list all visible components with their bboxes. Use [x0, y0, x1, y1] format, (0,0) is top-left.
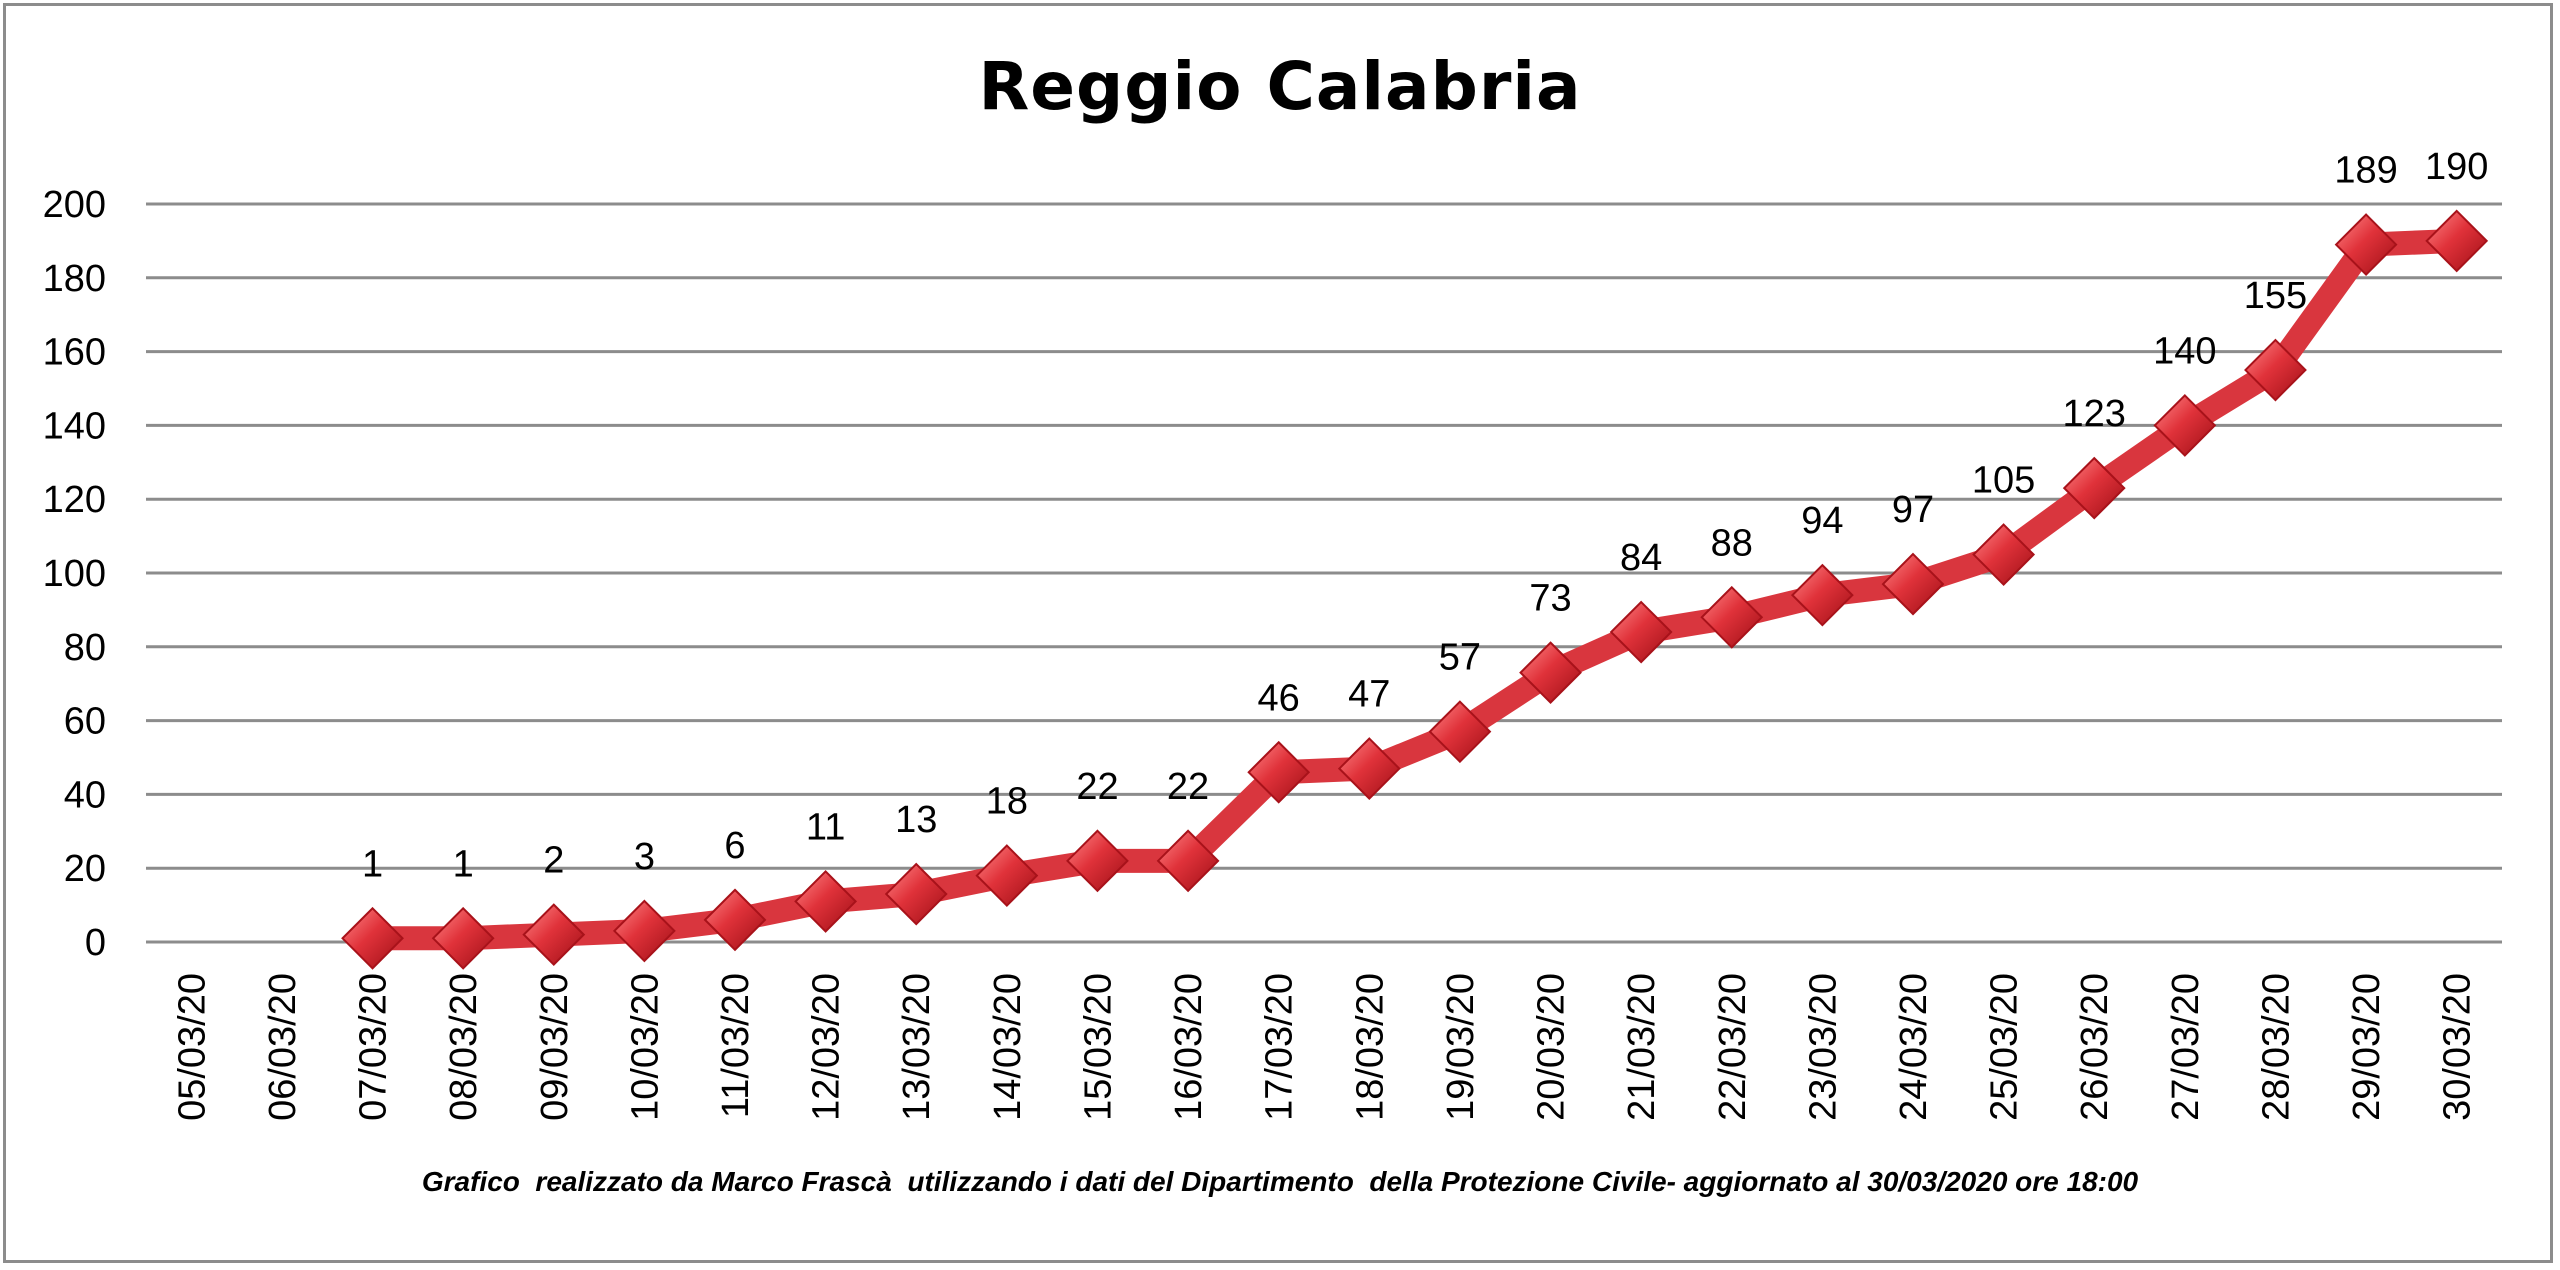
x-tick-label: 14/03/20 [987, 973, 1029, 1121]
data-point-marker [1700, 585, 1764, 649]
data-label: 47 [1348, 674, 1390, 716]
y-tick-label: 0 [85, 922, 106, 964]
x-tick-label: 21/03/20 [1621, 973, 1663, 1121]
data-point-marker [1428, 700, 1492, 764]
x-tick-label: 07/03/20 [353, 973, 395, 1121]
x-tick-label: 24/03/20 [1893, 973, 1935, 1121]
x-tick-label: 20/03/20 [1531, 973, 1573, 1121]
series-line [360, 228, 2469, 951]
data-point-marker [1972, 523, 2036, 586]
data-label: 22 [1076, 766, 1118, 808]
data-label: 18 [986, 781, 1028, 823]
data-label: 11 [806, 806, 845, 848]
data-label: 57 [1439, 637, 1481, 679]
data-label: 140 [2153, 330, 2216, 372]
data-label: 2 [543, 840, 564, 882]
data-point-marker [794, 869, 858, 933]
y-tick-label: 200 [43, 184, 106, 226]
x-tick-label: 05/03/20 [171, 973, 213, 1121]
data-point-marker [1519, 641, 1582, 705]
x-tick-label: 13/03/20 [896, 973, 938, 1121]
x-tick-label: 29/03/20 [2346, 973, 2388, 1121]
data-label: 88 [1711, 522, 1753, 564]
x-tick-label: 10/03/20 [624, 973, 666, 1121]
x-tick-label: 23/03/20 [1802, 973, 1844, 1121]
data-label: 105 [1972, 460, 2035, 502]
data-label: 97 [1892, 489, 1934, 531]
data-label: 190 [2425, 146, 2488, 188]
y-tick-label: 160 [43, 332, 106, 374]
x-tick-label: 15/03/20 [1077, 973, 1119, 1121]
data-point-marker [431, 906, 495, 970]
series-markers [341, 209, 2489, 970]
x-tick-label: 11/03/20 [715, 973, 757, 1118]
data-point-marker [341, 906, 404, 970]
data-point-marker [1247, 740, 1311, 804]
data-label: 13 [895, 799, 937, 841]
x-tick-label: 28/03/20 [2255, 973, 2297, 1121]
y-tick-label: 140 [43, 405, 106, 447]
y-tick-label: 180 [43, 258, 106, 300]
data-label: 3 [634, 836, 655, 878]
data-point-marker [975, 844, 1039, 907]
x-tick-label: 09/03/20 [534, 973, 576, 1121]
data-point-marker [2244, 338, 2307, 402]
data-label: 73 [1529, 578, 1571, 620]
x-tick-label: 18/03/20 [1349, 973, 1391, 1121]
data-point-marker [1066, 829, 1129, 893]
y-tick-label: 100 [43, 553, 106, 595]
x-tick-label: 12/03/20 [806, 973, 848, 1121]
y-tick-label: 80 [64, 627, 106, 669]
x-tick-label: 22/03/20 [1712, 973, 1754, 1121]
data-point-marker [884, 862, 948, 926]
data-label: 123 [2063, 393, 2126, 435]
y-tick-label: 20 [64, 848, 106, 890]
x-tick-label: 27/03/20 [2165, 973, 2207, 1121]
data-label: 84 [1620, 537, 1662, 579]
y-tick-label: 40 [64, 774, 106, 816]
data-point-marker [703, 888, 767, 952]
data-point-marker [1881, 552, 1945, 616]
data-point-marker [1790, 563, 1854, 627]
data-label: 94 [1801, 500, 1843, 542]
data-point-marker [2153, 393, 2217, 457]
data-label: 1 [453, 843, 474, 885]
data-point-marker [612, 899, 676, 963]
data-point-marker [2334, 213, 2398, 277]
x-tick-label: 08/03/20 [443, 973, 485, 1121]
data-point-marker [1609, 600, 1673, 664]
data-point-marker [1156, 829, 1220, 893]
gridlines [146, 202, 2502, 944]
data-label: 1 [362, 843, 383, 885]
x-tick-label: 19/03/20 [1440, 973, 1482, 1121]
x-tick-label: 16/03/20 [1168, 973, 1210, 1121]
data-point-marker [2062, 456, 2126, 520]
y-axis-tick-labels: 0 20 40 60 80 100 120 140 160 180 200 [43, 184, 106, 964]
data-label: 6 [724, 825, 745, 867]
y-tick-label: 120 [43, 479, 106, 521]
x-tick-label: 25/03/20 [1984, 973, 2026, 1121]
chart-caption: Grafico realizzato da Marco Frascà utili… [421, 1166, 2139, 1197]
data-point-marker [522, 903, 586, 967]
data-point-marker [2425, 209, 2489, 273]
x-tick-label: 30/03/20 [2437, 973, 2479, 1121]
x-tick-label: 26/03/20 [2074, 973, 2116, 1121]
data-label: 22 [1167, 766, 1209, 808]
y-tick-label: 60 [64, 701, 106, 743]
chart-frame [3, 3, 2553, 1263]
data-label: 189 [2334, 150, 2397, 192]
data-label: 46 [1258, 677, 1300, 719]
x-tick-label: 17/03/20 [1259, 973, 1301, 1121]
series-line-path [360, 228, 2469, 951]
x-axis-tick-labels: 05/03/20 06/03/20 07/03/20 08/03/20 09/03/20… [171, 973, 2478, 1121]
data-label: 155 [2244, 275, 2307, 317]
chart-title: Reggio Calabria [978, 48, 1582, 125]
data-point-marker [1337, 737, 1401, 800]
x-tick-label: 06/03/20 [262, 973, 304, 1121]
